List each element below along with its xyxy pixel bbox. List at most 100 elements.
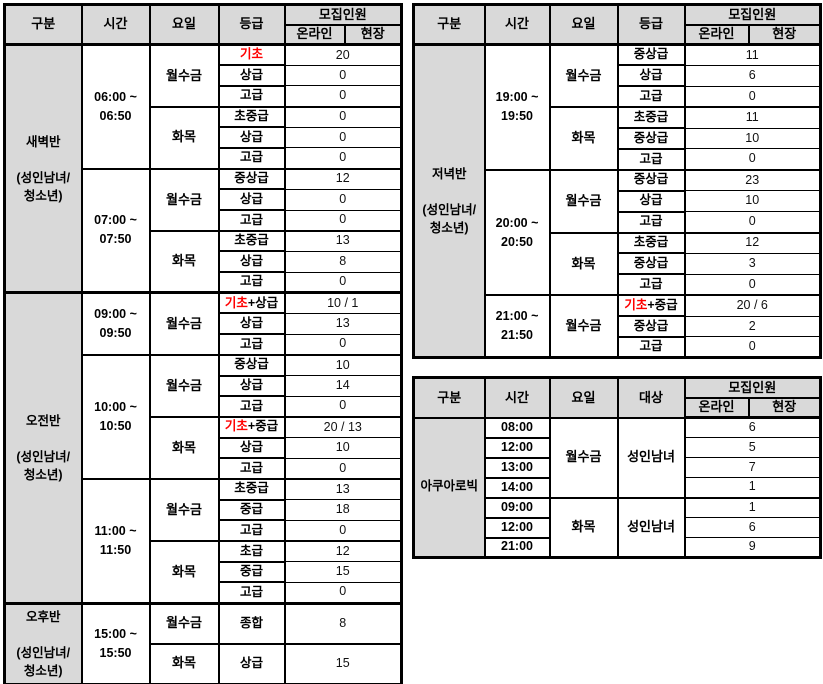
grade-cell: 고급 [217,519,286,542]
header-row-2: 온라인 현장 [5,23,403,46]
time-line: 06:00 ~ [94,89,137,104]
grade-text: 상급 [239,378,263,393]
day-cell: 월수금 [148,477,220,543]
recruit-value-cell: 0 [283,126,403,149]
table-header: 구분 시간 요일 등급 모집인원 온라인 현장 [412,3,822,46]
grade-cell: 상급 [616,64,686,88]
recruit-value-cell: 10 [283,353,403,376]
grade-text: 중상급 [633,130,669,145]
schedule-row: 상급 13 [5,312,403,336]
time-cell: 07:00 ~ 07:50 [80,167,151,294]
schedule-row: 고급 0 [414,147,822,171]
schedule-row: 21:00 9 [414,536,822,559]
recruit-value-cell: 14 [283,375,403,397]
recruit-value-cell: 1 [683,496,822,518]
grade-cell: 고급 [616,273,686,297]
grade-text: 초중급 [234,109,269,124]
grade-text: 고급 [639,88,663,103]
category-cell: 새벽반 (성인남녀/청소년) [3,42,83,294]
grade-cell: 초중급 [217,105,286,129]
schedule-row: 고급 0 [5,209,403,232]
header-time: 시간 [483,376,551,419]
time-line: 10:50 [99,418,132,433]
time-cell: 10:00 ~ 10:50 [80,353,151,480]
recruit-value-cell: 6 [683,517,822,538]
recruit-value-cell: 15 [283,642,403,684]
recruit-value-cell: 0 [283,395,403,418]
grade-cell: 초급 [217,540,286,563]
table-body: 새벽반 (성인남녀/청소년) 06:00 ~06:50 월수금 기초 20 상급 0 고급 0 화목… [3,42,403,684]
time-cell: 13:00 [483,456,551,479]
grade-text: 고급 [639,151,663,166]
schedule-row: 새벽반 (성인남녀/청소년) 06:00 ~ 06:50 월수금 기초 20 [3,42,403,294]
category-line: (성인남녀/ [16,449,71,464]
grade-cell: 기초+중급 [616,294,686,318]
grade-cell: 중상급 [217,353,286,377]
time-cell: 12:00 [483,436,551,459]
category-line: (성인남녀/ [422,203,477,218]
schedule-row: 12:00 5 [414,436,822,459]
schedule-row: 중상급 3 [414,252,822,276]
recruit-value-cell: 20 / 13 [283,415,403,439]
grade-black-text: +중급 [247,419,279,434]
aqua-table: 구분 시간 요일 대상 모집인원 온라인 현장 아쿠아로빅 08:00 월수금 성인남녀 6 12:00… [412,376,822,559]
grade-text: 고급 [239,584,263,599]
recruit-value-cell: 10 [283,437,403,459]
schedule-row: 07:00 ~ 07:50 월수금 중상급 12 [5,167,403,294]
recruit-value-cell: 12 [683,231,822,254]
grade-cell: 상급 [217,64,286,87]
time-cell: 19:00 ~ 19:50 [483,42,551,171]
grade-cell: 고급 [616,85,686,109]
schedule-row: 저녁반 (성인남녀/청소년) 19:00 ~19:50 월수금 중상급 11 [412,42,822,359]
recruit-value-cell: 0 [283,581,403,604]
recruit-value-cell: 1 [683,477,822,498]
grade-cell: 중급 [217,498,286,522]
time-line: 10:00 ~ [94,399,137,414]
time-cell: 14:00 [483,476,551,499]
grade-cell: 고급 [217,146,286,170]
grade-text: 고급 [239,460,263,475]
category-cell: 저녁반 (성인남녀/청소년) [412,42,486,359]
grade-cell: 초중급 [616,231,686,255]
time-line: 07:50 [99,232,132,247]
left-table: 구분 시간 요일 등급 모집인원 온라인 현장 새벽반 (성인남녀/청소년) 06:00 ~06:… [3,3,403,684]
recruit-value-cell: 11 [683,106,822,129]
grade-cell: 중상급 [616,168,686,192]
day-cell: 화목 [148,415,220,480]
schedule-row: 아쿠아로빅 08:00 월수금 성인남녀 6 [412,416,822,559]
header-recruit: 모집인원 [283,3,403,25]
header-row-2: 온라인 현장 [414,396,822,419]
schedule-row: 화목 초중급 11 [414,106,822,171]
grade-text: 중상급 [633,318,669,333]
time-cell: 11:00 ~ 11:50 [80,477,151,605]
grade-cell: 고급 [616,335,686,359]
header-category: 구분 [412,376,486,419]
time-cell: 12:00 [483,516,551,539]
grade-cell: 중상급 [616,127,686,150]
recruit-value-cell: 0 [683,336,822,359]
table-header: 구분 시간 요일 등급 모집인원 온라인 현장 [3,3,403,46]
grade-cell: 고급 [217,84,286,108]
grade-cell: 고급 [217,581,286,605]
schedule-row: 중상급 2 [414,315,822,338]
schedule-row: 고급 0 [414,335,822,359]
time-cell: 09:00 ~ 09:50 [80,291,151,356]
recruit-value-cell: 23 [683,168,822,192]
time-cell: 21:00 [483,536,551,559]
time-line: 19:00 ~ [495,90,539,105]
grade-text: 초급 [239,543,263,558]
grade-text: 중급 [239,502,263,517]
grade-cell: 중상급 [217,167,286,191]
grade-text: 상급 [239,191,263,206]
grade-cell: 고급 [616,210,686,234]
header-row-1: 구분 시간 요일 대상 모집인원 [412,376,822,419]
grade-cell: 중상급 [616,252,686,276]
day-cell: 월수금 [548,43,619,109]
schedule-row: 고급 0 [5,457,403,480]
schedule-row: 11:00 ~ 11:50 월수금 초중급 13 [5,477,403,605]
day-cell: 월수금 [548,168,619,234]
recruit-value-cell: 12 [283,167,403,190]
header-category: 구분 [412,3,486,46]
time-line: 09:50 [99,326,132,341]
category-line: (성인남녀/ [16,170,71,185]
